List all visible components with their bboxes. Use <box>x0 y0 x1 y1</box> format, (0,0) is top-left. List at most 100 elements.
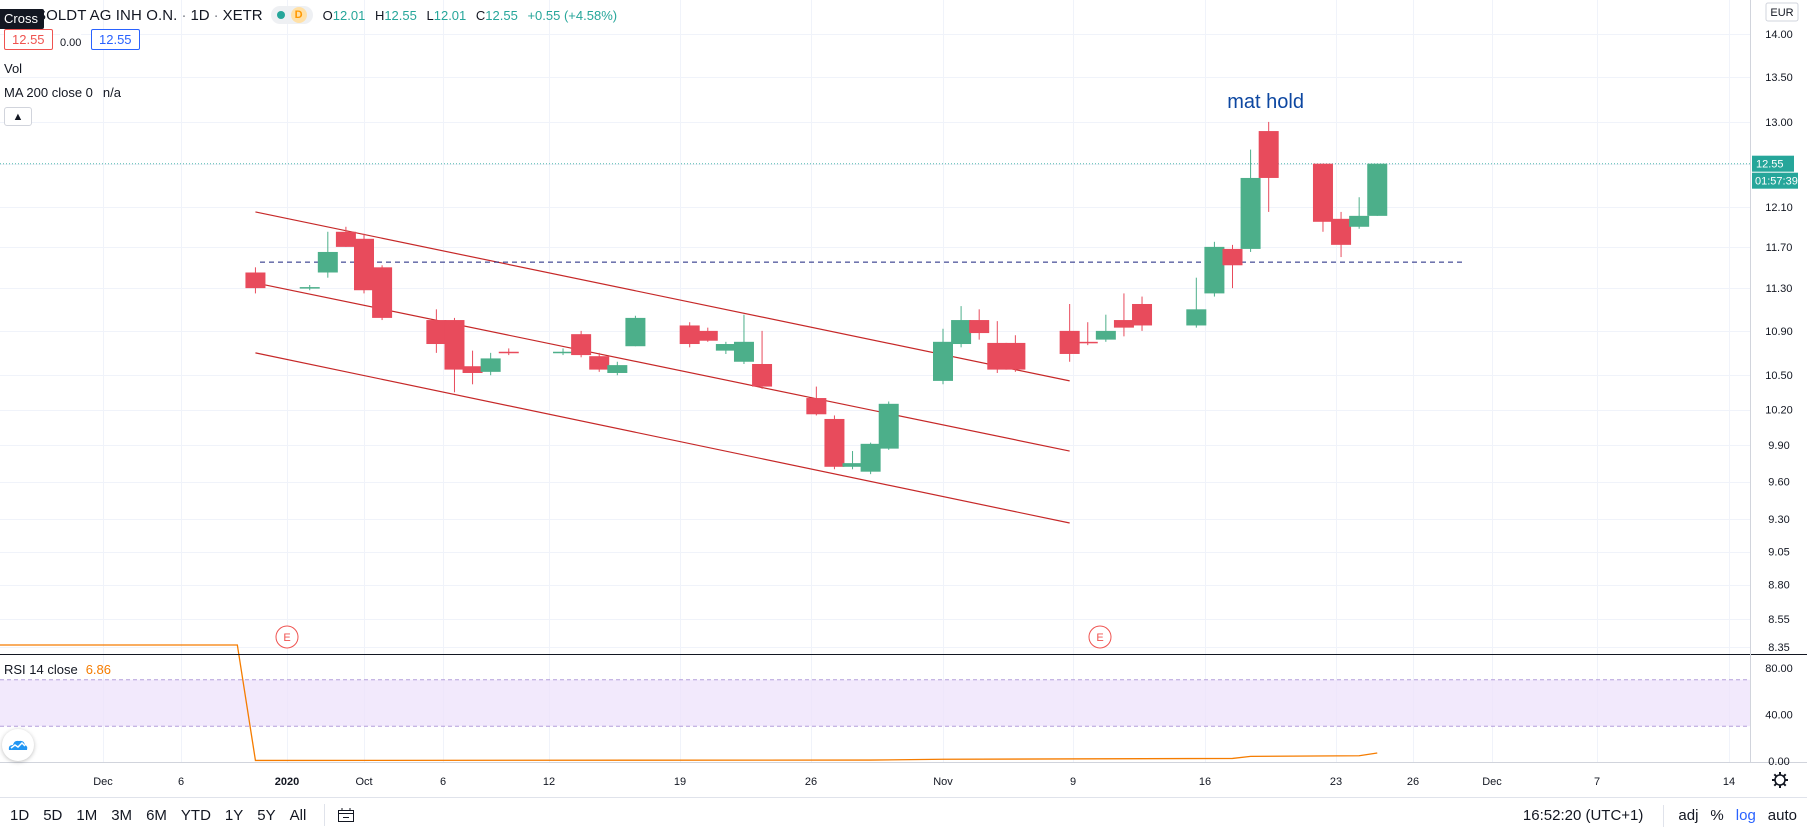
candle-body <box>860 443 881 472</box>
candle[interactable] <box>1349 197 1370 229</box>
range-button-ytd[interactable]: YTD <box>180 806 211 824</box>
candle[interactable] <box>1312 163 1333 232</box>
candle[interactable] <box>679 322 700 348</box>
candle[interactable] <box>1095 314 1116 342</box>
candle[interactable] <box>1113 293 1134 337</box>
rsi-value: 6.86 <box>85 662 112 677</box>
range-button-1y[interactable]: 1Y <box>224 806 244 824</box>
candle[interactable] <box>426 309 447 353</box>
currency-label[interactable]: EUR <box>1765 2 1799 22</box>
candle[interactable] <box>1077 322 1098 346</box>
candle[interactable] <box>697 327 718 342</box>
candle[interactable] <box>752 330 773 389</box>
candle[interactable] <box>1005 335 1026 372</box>
candle[interactable] <box>589 352 610 372</box>
time-tick-label: 19 <box>674 776 686 788</box>
exchange-label: XETR <box>222 6 263 24</box>
percent-toggle[interactable]: % <box>1710 807 1724 824</box>
candle-body <box>589 356 610 370</box>
candle[interactable] <box>824 415 845 470</box>
candle[interactable] <box>571 330 592 358</box>
candle[interactable] <box>335 226 356 247</box>
candle[interactable] <box>1222 244 1243 289</box>
collapse-legend-button[interactable]: ▲ <box>4 107 32 126</box>
candle[interactable] <box>317 231 338 278</box>
candle[interactable] <box>354 233 374 294</box>
auto-toggle[interactable]: auto <box>1767 807 1797 824</box>
range-button-all[interactable]: All <box>289 806 307 824</box>
range-button-1d[interactable]: 1D <box>10 806 30 824</box>
interval-label[interactable]: 1D <box>190 6 210 24</box>
date-range-icon[interactable] <box>337 807 355 823</box>
candle[interactable] <box>1240 149 1261 252</box>
rsi-levels <box>0 679 1750 727</box>
price-tick-label: 10.20 <box>1765 405 1793 417</box>
candle-body <box>1005 342 1026 370</box>
candle[interactable] <box>951 306 972 348</box>
settings-gear-icon[interactable] <box>1772 772 1788 788</box>
symbol-name[interactable]: HENSOLDT AG INH O.N. <box>4 6 178 24</box>
candle[interactable] <box>553 348 574 356</box>
candle[interactable] <box>372 265 393 321</box>
candle[interactable] <box>1186 277 1207 328</box>
range-button-5y[interactable]: 5Y <box>257 806 276 824</box>
price-tick-label: 8.55 <box>1768 614 1789 626</box>
candle[interactable] <box>299 284 320 291</box>
time-tick-label: 16 <box>1199 776 1211 788</box>
channel-line <box>255 352 1070 524</box>
market-status[interactable]: D <box>270 6 313 24</box>
candle[interactable] <box>607 361 628 376</box>
time-tick-label: Dec <box>93 776 113 788</box>
candle-body <box>1312 163 1333 222</box>
candle[interactable] <box>1331 211 1352 258</box>
candle[interactable] <box>733 314 754 364</box>
candle[interactable] <box>860 442 881 475</box>
earnings-marker-1[interactable]: E <box>275 625 299 649</box>
rsi-legend[interactable]: RSI 14 close 6.86 <box>4 662 111 677</box>
candle[interactable] <box>245 267 266 294</box>
range-button-6m[interactable]: 6M <box>146 806 167 824</box>
candle[interactable] <box>933 328 953 385</box>
vol-indicator-legend[interactable]: Vol <box>4 61 22 76</box>
earnings-marker-2[interactable]: E <box>1088 625 1112 649</box>
candle[interactable] <box>842 451 863 470</box>
price-chart[interactable]: 14.00 13.50 13.00 12.10 11.70 11.30 10.90 10.50… <box>0 0 1807 797</box>
log-toggle[interactable]: log <box>1735 807 1756 824</box>
rsi-tick-label: 80.00 <box>1765 663 1793 675</box>
candle[interactable] <box>715 341 736 354</box>
countdown-text: 01:57:39 <box>1755 176 1798 188</box>
candle[interactable] <box>878 401 899 450</box>
candle[interactable] <box>806 386 827 416</box>
candle[interactable] <box>987 321 1008 373</box>
ma-value: n/a <box>102 85 121 100</box>
ask-price-box[interactable]: 12.55 <box>91 29 140 50</box>
change-value: +0.55 (+4.58%) <box>527 7 618 23</box>
candle[interactable] <box>1132 296 1153 331</box>
price-tick-label: 9.60 <box>1768 477 1789 489</box>
price-tick-label: 10.90 <box>1765 326 1793 338</box>
candle[interactable] <box>1258 121 1279 212</box>
ma-indicator-legend[interactable]: MA 200 close 0 n/a <box>4 85 121 100</box>
candle[interactable] <box>625 315 646 347</box>
range-button-1m[interactable]: 1M <box>76 806 98 824</box>
candle[interactable] <box>969 309 990 340</box>
time-tick-label: 26 <box>1407 776 1419 788</box>
candle[interactable] <box>1367 163 1388 216</box>
candle[interactable] <box>444 317 465 393</box>
range-button-5d[interactable]: 5D <box>43 806 63 824</box>
adj-toggle[interactable]: adj <box>1678 807 1699 824</box>
candles <box>245 121 1388 475</box>
range-button-3m[interactable]: 3M <box>111 806 133 824</box>
candle[interactable] <box>462 350 483 385</box>
symbol-legend: HENSOLDT AG INH O.N. · 1D · XETR D O12.0… <box>0 2 623 28</box>
candle[interactable] <box>1204 241 1225 297</box>
candle[interactable] <box>1059 303 1080 362</box>
candle-body <box>951 320 972 345</box>
candle[interactable] <box>498 348 519 356</box>
candle[interactable] <box>480 352 501 376</box>
clock-time[interactable]: 16:52:20 (UTC+1) <box>1522 807 1644 824</box>
rsi-band <box>0 679 1750 727</box>
tradingview-logo-icon[interactable] <box>2 729 34 761</box>
spread-value: 0.00 <box>60 32 82 53</box>
bid-price-box[interactable]: 12.55 <box>4 29 53 50</box>
